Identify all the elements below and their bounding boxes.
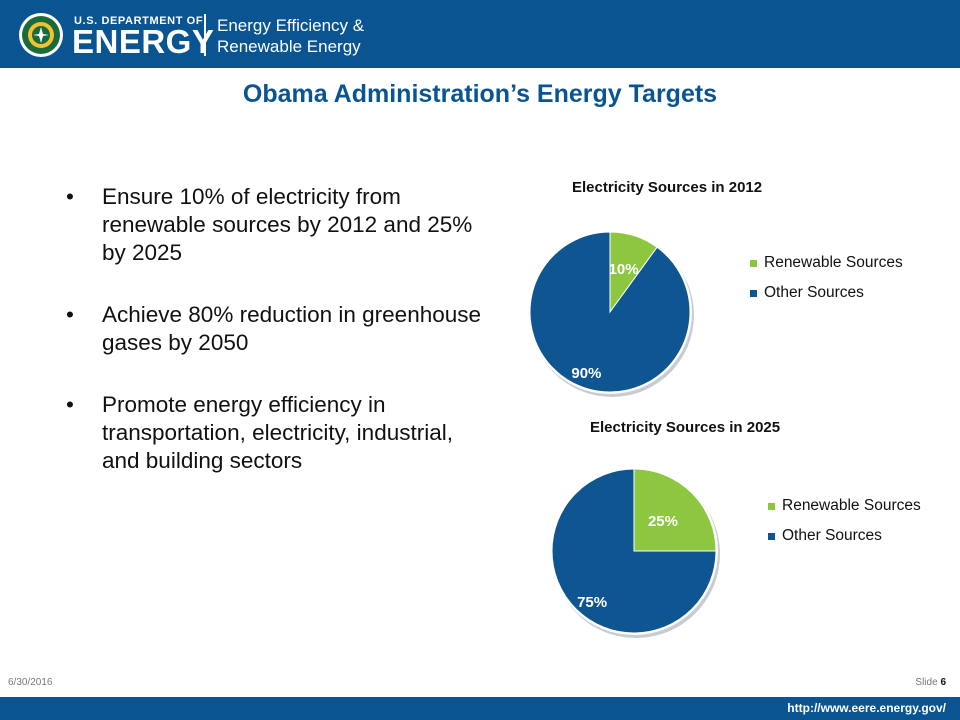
legend-label: Other Sources	[782, 527, 882, 544]
chart-2012-legend: Renewable Sources Other Sources	[750, 253, 903, 313]
chart-2025-legend: Renewable Sources Other Sources	[768, 496, 921, 556]
doe-seal-icon	[19, 13, 63, 57]
slide-number: 6	[940, 677, 946, 688]
footer-bar: http://www.eere.energy.gov/	[0, 697, 960, 720]
legend-item-renewable: Renewable Sources	[750, 253, 903, 273]
footer-url-link[interactable]: http://www.eere.energy.gov/	[787, 701, 946, 715]
legend-swatch-renewable	[768, 503, 775, 510]
bullet-item: • Ensure 10% of electricity from renewab…	[62, 183, 482, 267]
footer-slide-number: Slide 6	[915, 677, 946, 688]
pie-data-label: 25%	[648, 513, 678, 530]
office-name: Energy Efficiency & Renewable Energy	[217, 15, 364, 57]
office-name-line1: Energy Efficiency &	[217, 16, 365, 35]
bullet-dot-icon: •	[66, 302, 74, 327]
slide-title: Obama Administration’s Energy Targets	[242, 80, 718, 108]
slide-label: Slide	[915, 677, 938, 688]
bullet-item: • Promote energy efficiency in transport…	[62, 391, 482, 475]
department-label: U.S. DEPARTMENT OF	[74, 15, 204, 27]
bullet-item: • Achieve 80% reduction in greenhouse ga…	[62, 301, 482, 357]
bullet-list: • Ensure 10% of electricity from renewab…	[62, 183, 482, 509]
legend-item-other: Other Sources	[750, 283, 903, 303]
chart-2012-title: Electricity Sources in 2012	[572, 179, 763, 196]
chart-2025-pie: 25% 75%	[550, 467, 720, 638]
legend-label: Renewable Sources	[782, 497, 921, 514]
legend-swatch-other	[768, 533, 775, 540]
legend-label: Renewable Sources	[764, 254, 903, 271]
pie-slice-renewable	[633, 468, 717, 552]
pie-slice-other	[529, 231, 691, 393]
bullet-text: Achieve 80% reduction in greenhouse gase…	[102, 302, 482, 355]
footer-date: 6/30/2016	[8, 677, 53, 688]
pie-data-label: 75%	[577, 594, 607, 611]
header-divider	[204, 14, 206, 56]
bullet-dot-icon: •	[66, 392, 74, 417]
legend-swatch-renewable	[750, 260, 757, 267]
energy-wordmark: ENERGY	[72, 23, 215, 60]
pie-data-label: 90%	[571, 365, 601, 382]
bullet-text: Promote energy efficiency in transportat…	[102, 392, 453, 473]
legend-item-renewable: Renewable Sources	[768, 496, 921, 516]
header-bar: U.S. DEPARTMENT OF ENERGY Energy Efficie…	[0, 0, 960, 68]
pie-data-label: 10%	[609, 261, 639, 278]
pie-slice-other	[551, 468, 717, 634]
legend-label: Other Sources	[764, 284, 864, 301]
legend-item-other: Other Sources	[768, 526, 921, 546]
bullet-text: Ensure 10% of electricity from renewable…	[102, 184, 473, 265]
legend-swatch-other	[750, 290, 757, 297]
chart-2025-title: Electricity Sources in 2025	[590, 419, 781, 436]
office-name-line2: Renewable Energy	[217, 37, 361, 56]
bullet-dot-icon: •	[66, 184, 74, 209]
chart-2012-pie: 10% 90%	[528, 230, 694, 397]
